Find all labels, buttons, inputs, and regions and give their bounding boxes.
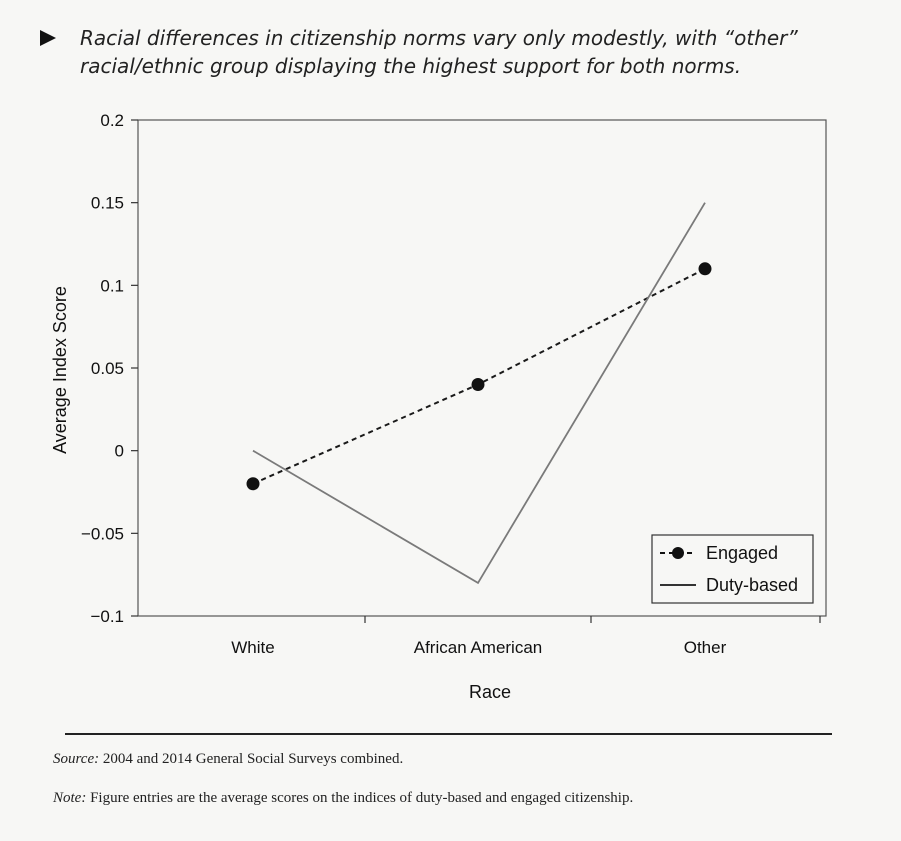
engaged-point (698, 262, 712, 276)
series-layer (246, 202, 712, 585)
y-tick-label: 0.15 (91, 194, 124, 213)
x-tick-label: Other (684, 638, 727, 657)
source-label: Source: (53, 751, 100, 767)
x-tick-label: African American (414, 638, 543, 657)
figure-note: Note: Figure entries are the average sco… (53, 790, 633, 807)
y-tick-label: 0.1 (100, 276, 124, 295)
series-line-engaged (252, 267, 706, 485)
legend-box (651, 534, 814, 604)
y-tick-label: −0.1 (90, 607, 124, 626)
engaged-point (471, 378, 485, 392)
x-tick-label: White (231, 638, 274, 657)
triangle-bullet-icon (40, 30, 56, 46)
legend: Engaged Duty-based (651, 534, 814, 604)
y-tick-label: 0 (115, 442, 124, 461)
note-label: Note: (53, 790, 87, 806)
legend-swatch-marker (672, 547, 684, 559)
y-axis: 0.2 0.15 0.1 0.05 0 −0.05 −0.1 (81, 111, 138, 626)
y-tick-label: 0.2 (100, 111, 124, 130)
x-axis: White African American Other (231, 616, 821, 657)
note-text: Figure entries are the average scores on… (90, 790, 634, 806)
line-chart: 0.2 0.15 0.1 0.05 0 −0.05 −0.1 White African Am… (50, 111, 827, 702)
footer-divider (65, 733, 832, 735)
engaged-point (246, 477, 260, 491)
x-axis-title: Race (469, 682, 511, 702)
caption-text: Racial differences in citizenship norms … (80, 26, 798, 78)
source-note: Source: 2004 and 2014 General Social Sur… (53, 751, 403, 768)
y-axis-title: Average Index Score (50, 286, 70, 454)
series-line-duty-based (252, 202, 706, 585)
y-tick-label: −0.05 (81, 524, 124, 543)
legend-label: Duty-based (706, 575, 798, 595)
y-tick-label: 0.05 (91, 359, 124, 378)
source-text: 2004 and 2014 General Social Surveys com… (102, 751, 404, 767)
legend-label: Engaged (706, 543, 778, 563)
